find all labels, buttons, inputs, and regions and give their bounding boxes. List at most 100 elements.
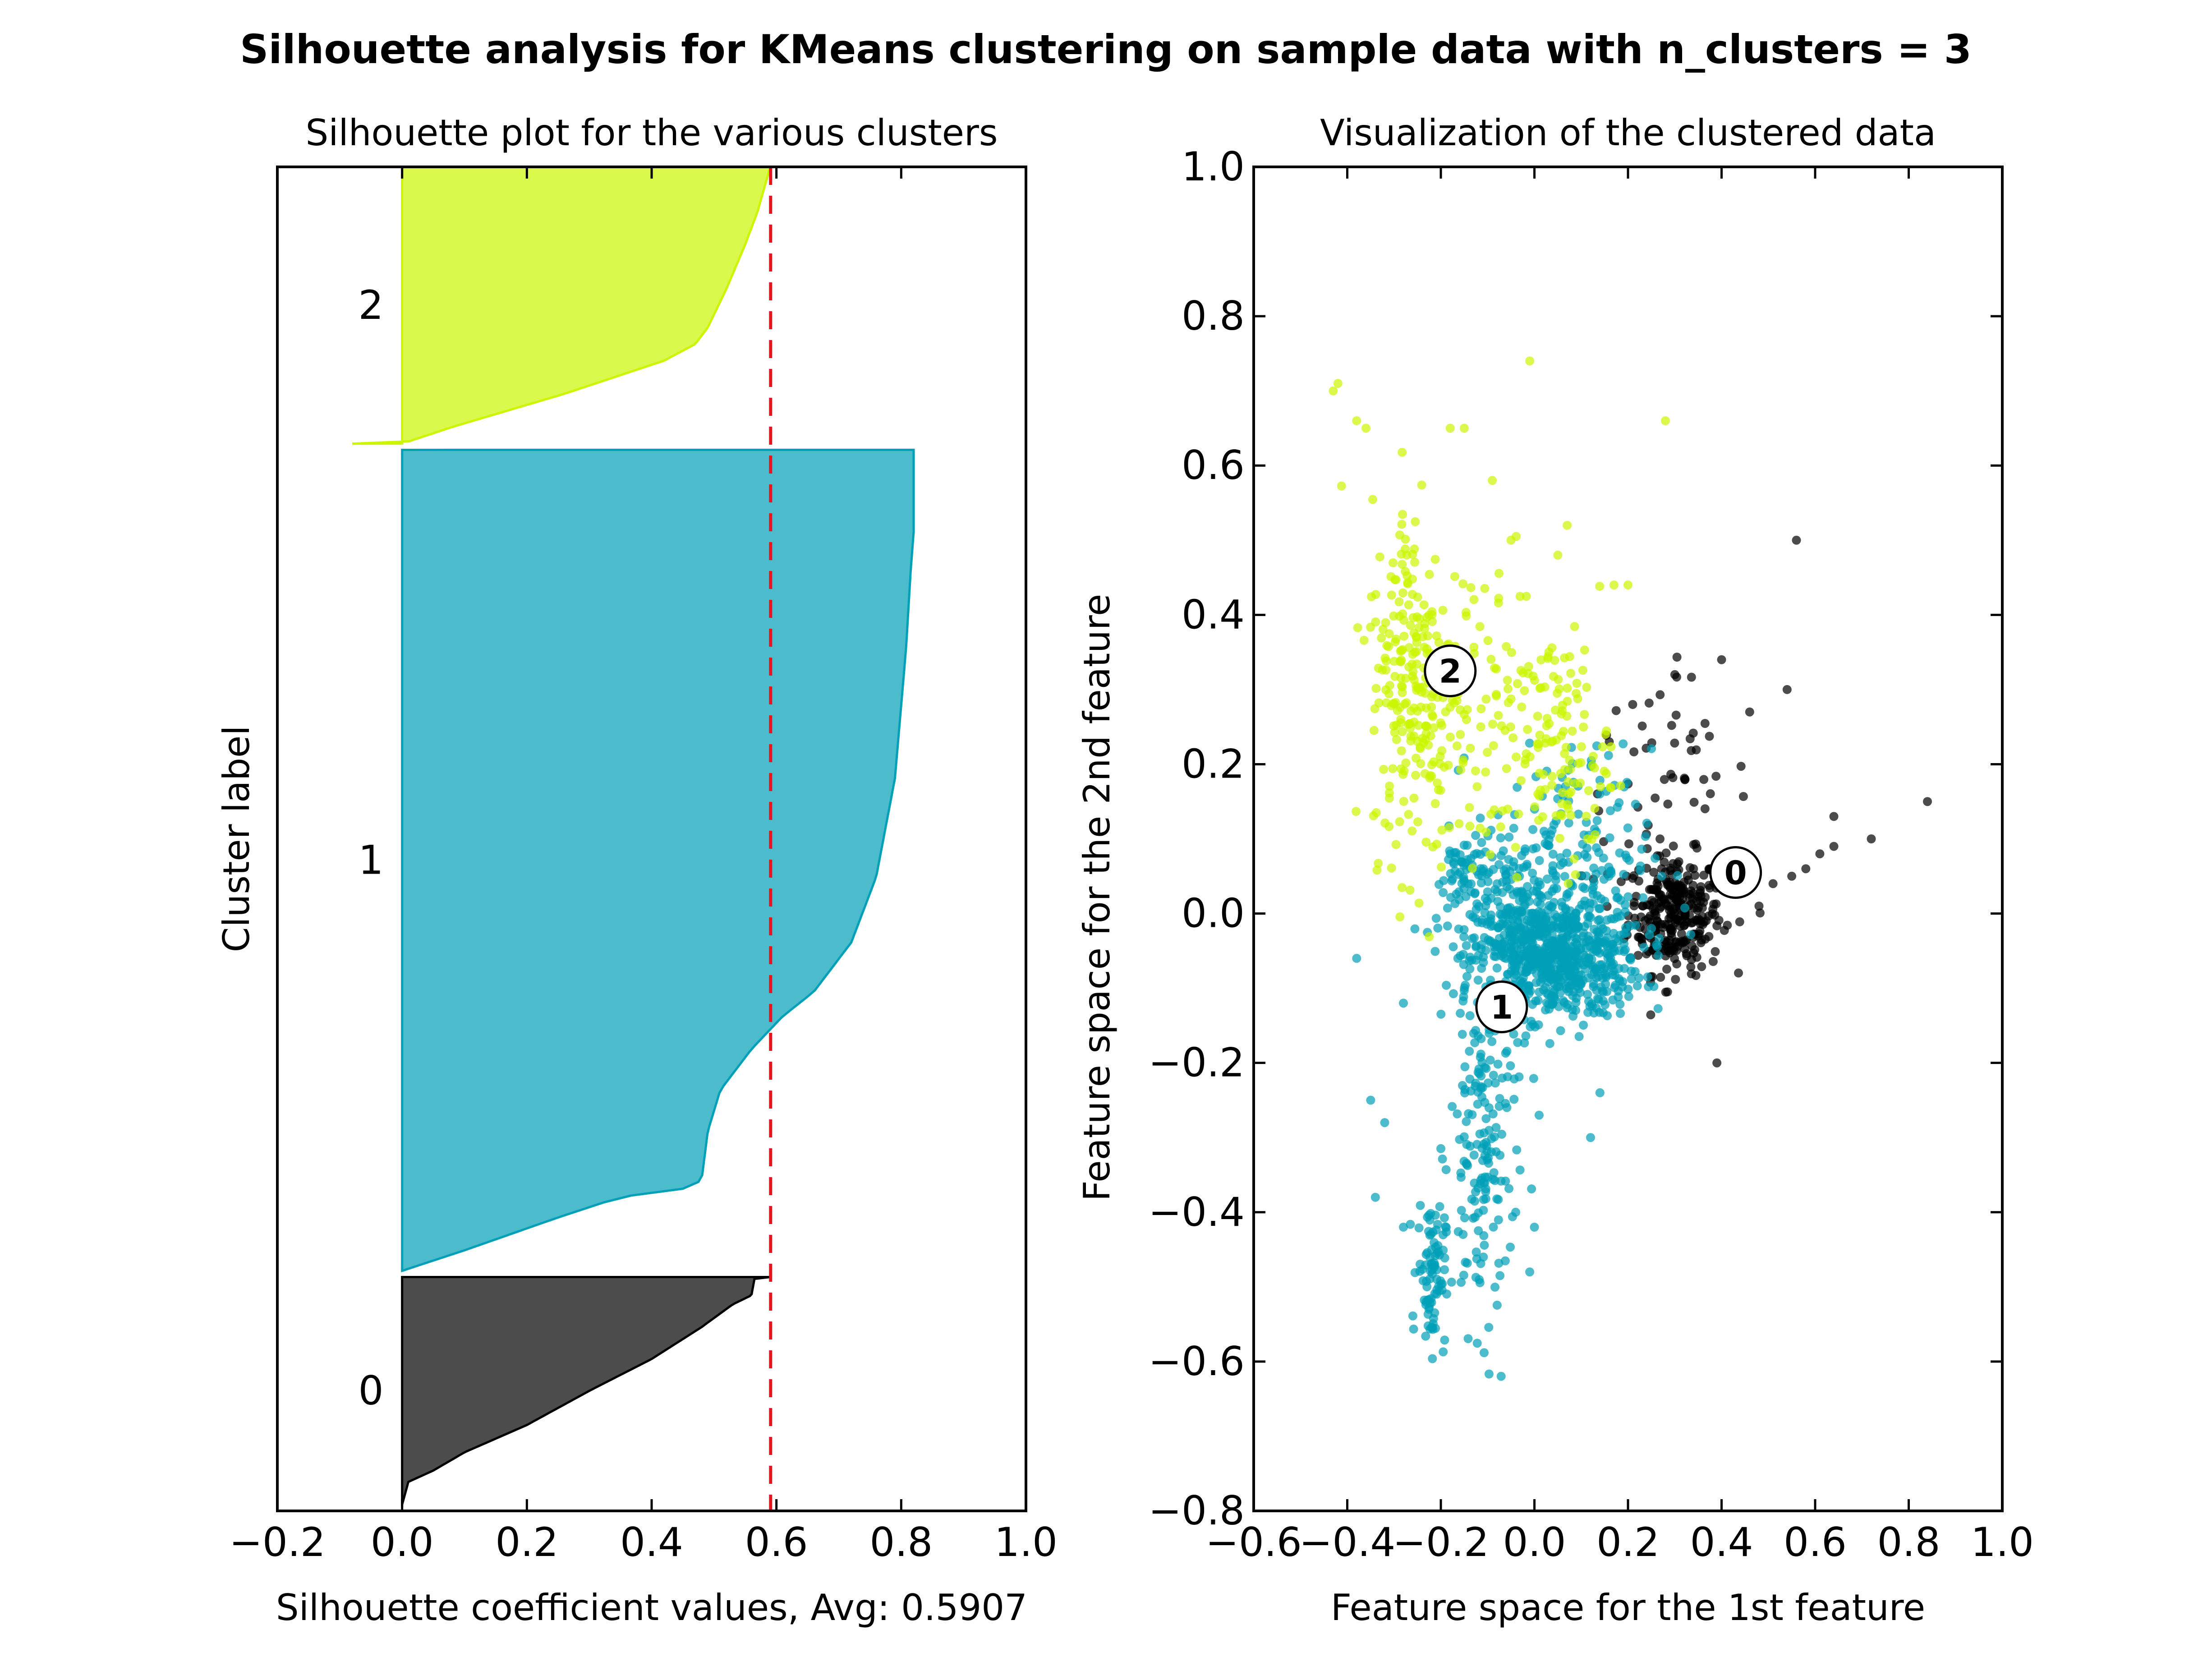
scatter-point-cluster-1 — [1513, 783, 1522, 792]
scatter-point-cluster-1 — [1631, 800, 1640, 809]
scatter-point-cluster-1 — [1439, 1213, 1449, 1223]
scatter-point-cluster-2 — [1437, 825, 1447, 835]
scatter-point-cluster-2 — [1576, 778, 1585, 788]
scatter-point-cluster-2 — [1566, 764, 1575, 774]
scatter-point-cluster-1 — [1476, 1175, 1485, 1185]
scatter-point-cluster-0 — [1664, 880, 1673, 889]
scatter-point-cluster-0 — [1633, 951, 1643, 960]
scatter-point-cluster-0 — [1689, 903, 1699, 913]
scatter-point-cluster-2 — [1433, 693, 1442, 702]
scatter-y-tick-label: −0.8 — [1148, 1487, 1245, 1534]
scatter-point-cluster-2 — [1454, 819, 1464, 829]
scatter-point-cluster-2 — [1462, 611, 1471, 621]
scatter-point-cluster-1 — [1480, 1151, 1490, 1160]
scatter-point-cluster-0 — [1666, 769, 1675, 779]
scatter-point-cluster-1 — [1530, 925, 1540, 934]
scatter-point-cluster-2 — [1388, 764, 1398, 773]
scatter-point-cluster-1 — [1535, 856, 1544, 865]
scatter-point-cluster-1 — [1465, 1011, 1475, 1020]
scatter-point-cluster-1 — [1627, 974, 1636, 984]
scatter-point-cluster-1 — [1579, 938, 1588, 947]
scatter-point-cluster-2 — [1465, 803, 1474, 812]
scatter-point-cluster-1 — [1414, 1223, 1424, 1233]
scatter-point-cluster-0 — [1787, 871, 1797, 881]
scatter-point-cluster-1 — [1529, 1074, 1538, 1083]
scatter-point-cluster-1 — [1458, 996, 1468, 1006]
scatter-point-cluster-1 — [1547, 826, 1557, 835]
scatter-point-cluster-1 — [1452, 889, 1461, 899]
scatter-point-cluster-1 — [1470, 933, 1479, 943]
scatter-point-cluster-0 — [1695, 926, 1705, 935]
scatter-point-cluster-0 — [1695, 888, 1705, 898]
scatter-point-cluster-1 — [1433, 923, 1443, 933]
scatter-point-cluster-1 — [1587, 955, 1596, 964]
scatter-point-cluster-0 — [1660, 775, 1669, 784]
scatter-point-cluster-1 — [1541, 1005, 1550, 1015]
scatter-point-cluster-2 — [1438, 606, 1448, 615]
scatter-point-cluster-1 — [1497, 1129, 1506, 1139]
scatter-point-cluster-1 — [1638, 893, 1648, 902]
scatter-point-cluster-2 — [1570, 622, 1579, 631]
scatter-point-cluster-0 — [1652, 886, 1661, 895]
scatter-point-cluster-1 — [1465, 964, 1475, 974]
scatter-point-cluster-1 — [1456, 1008, 1465, 1018]
scatter-point-cluster-1 — [1490, 952, 1499, 961]
scatter-point-cluster-2 — [1580, 645, 1589, 655]
scatter-point-cluster-1 — [1408, 1311, 1417, 1321]
scatter-point-cluster-1 — [1458, 1081, 1467, 1090]
scatter-point-cluster-2 — [1398, 727, 1407, 737]
scatter-point-cluster-2 — [1584, 786, 1593, 795]
scatter-point-cluster-2 — [1566, 787, 1576, 797]
scatter-point-cluster-1 — [1513, 915, 1522, 925]
scatter-point-cluster-2 — [1564, 777, 1573, 787]
scatter-point-cluster-2 — [1353, 623, 1362, 632]
scatter-point-cluster-2 — [1413, 684, 1423, 693]
scatter-y-tick-label: 1.0 — [1182, 143, 1245, 190]
scatter-point-cluster-2 — [1455, 705, 1465, 714]
scatter-point-cluster-1 — [1453, 1109, 1462, 1119]
scatter-point-cluster-1 — [1459, 1271, 1468, 1280]
scatter-point-cluster-1 — [1409, 1324, 1418, 1334]
scatter-point-cluster-1 — [1647, 744, 1656, 753]
scatter-point-cluster-0 — [1670, 670, 1679, 679]
scatter-point-cluster-1 — [1489, 1168, 1499, 1178]
scatter-point-cluster-2 — [1422, 722, 1432, 731]
scatter-point-cluster-1 — [1448, 875, 1457, 884]
scatter-point-cluster-1 — [1475, 1069, 1484, 1078]
scatter-point-cluster-0 — [1674, 857, 1683, 866]
scatter-point-cluster-1 — [1623, 892, 1633, 902]
scatter-point-cluster-2 — [1419, 600, 1429, 610]
scatter-point-cluster-0 — [1699, 898, 1708, 907]
scatter-point-cluster-1 — [1588, 885, 1597, 895]
cluster-center-label-0: 0 — [1725, 854, 1747, 892]
scatter-point-cluster-0 — [1801, 864, 1811, 874]
scatter-point-cluster-1 — [1574, 1032, 1584, 1041]
scatter-point-cluster-2 — [1396, 715, 1406, 724]
scatter-point-cluster-1 — [1524, 963, 1534, 973]
scatter-point-cluster-1 — [1509, 824, 1518, 833]
scatter-point-cluster-1 — [1502, 1046, 1512, 1056]
scatter-point-cluster-1 — [1448, 1102, 1457, 1111]
scatter-point-cluster-1 — [1479, 1231, 1489, 1240]
scatter-point-cluster-2 — [1425, 570, 1434, 579]
silhouette-plot-area — [352, 166, 915, 1511]
scatter-point-cluster-1 — [1546, 957, 1555, 967]
scatter-point-cluster-1 — [1548, 849, 1558, 859]
scatter-point-cluster-2 — [1492, 691, 1501, 700]
silhouette-x-tick-label: 0.6 — [745, 1519, 808, 1565]
scatter-point-cluster-0 — [1677, 938, 1687, 948]
scatter-point-cluster-0 — [1708, 957, 1718, 966]
scatter-point-cluster-1 — [1552, 884, 1561, 893]
scatter-point-cluster-1 — [1653, 1004, 1663, 1013]
scatter-point-cluster-2 — [1417, 480, 1426, 490]
scatter-point-cluster-0 — [1675, 921, 1685, 931]
scatter-point-cluster-0 — [1662, 964, 1671, 974]
silhouette-y-axis-label: Cluster label — [216, 726, 258, 953]
scatter-point-cluster-2 — [1425, 773, 1435, 783]
scatter-point-cluster-2 — [1437, 862, 1446, 872]
scatter-point-cluster-2 — [1483, 636, 1493, 645]
scatter-point-cluster-0 — [1738, 792, 1748, 801]
silhouette-chart: Silhouette plot for the various clusters… — [216, 112, 1058, 1629]
scatter-point-cluster-1 — [1639, 943, 1649, 952]
scatter-point-cluster-1 — [1479, 958, 1488, 967]
